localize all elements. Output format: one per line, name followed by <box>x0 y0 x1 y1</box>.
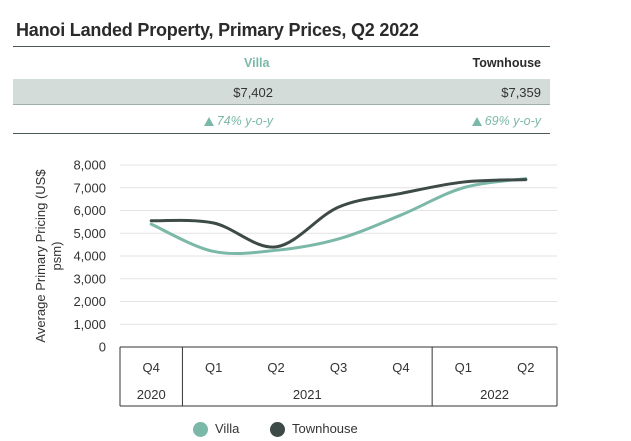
villa-header: Villa <box>244 56 270 70</box>
y-tick-label: 0 <box>99 340 106 355</box>
y-tick-label: 6,000 <box>73 203 106 218</box>
villa-legend-circle-icon <box>193 422 208 437</box>
legend-townhouse-label: Townhouse <box>292 421 358 436</box>
triangle-up-icon <box>471 117 482 126</box>
x-tick-label: Q2 <box>267 360 284 375</box>
y-tick-label: 2,000 <box>73 294 106 309</box>
townhouse-series-line <box>149 178 528 249</box>
y-axis-label-line: Average Primary Pricing (US$ <box>33 169 48 343</box>
table-rule <box>13 133 550 134</box>
x-tick-label: Q2 <box>517 360 534 375</box>
x-tick-label: Q4 <box>392 360 409 375</box>
legend-villa-label: Villa <box>215 421 240 436</box>
villa-price: $7,402 <box>233 85 273 100</box>
villa-yoy: 74% y-o-y <box>203 114 273 128</box>
x-tick-label: Q1 <box>205 360 222 375</box>
triangle-up-icon <box>203 117 214 126</box>
y-tick-label: 1,000 <box>73 317 106 332</box>
price-row <box>13 79 550 104</box>
year-label: 2021 <box>293 387 322 402</box>
townhouse-legend-circle-icon <box>270 422 285 437</box>
price-rule <box>13 104 550 105</box>
villa-yoy-text: 74% y-o-y <box>216 114 273 128</box>
y-tick-label: 5,000 <box>73 226 106 241</box>
x-tick-label: Q1 <box>455 360 472 375</box>
year-label: 2022 <box>480 387 509 402</box>
chart-title: Hanoi Landed Property, Primary Prices, Q… <box>16 20 419 40</box>
villa-series-line <box>149 177 528 256</box>
y-axis-label: Average Primary Pricing (US$psm) <box>33 169 64 343</box>
y-tick-label: 7,000 <box>73 180 106 195</box>
townhouse-yoy-text: 69% y-o-y <box>484 114 541 128</box>
x-tick-label: Q4 <box>143 360 160 375</box>
title-rule <box>13 46 550 47</box>
townhouse-header: Townhouse <box>472 56 541 70</box>
year-label: 2020 <box>137 387 166 402</box>
y-axis-label-line: psm) <box>49 242 64 271</box>
y-tick-label: 8,000 <box>73 158 106 173</box>
townhouse-yoy: 69% y-o-y <box>471 114 541 128</box>
y-tick-label: 3,000 <box>73 271 106 286</box>
townhouse-price: $7,359 <box>501 85 541 100</box>
x-tick-label: Q3 <box>330 360 347 375</box>
y-tick-label: 4,000 <box>73 249 106 264</box>
